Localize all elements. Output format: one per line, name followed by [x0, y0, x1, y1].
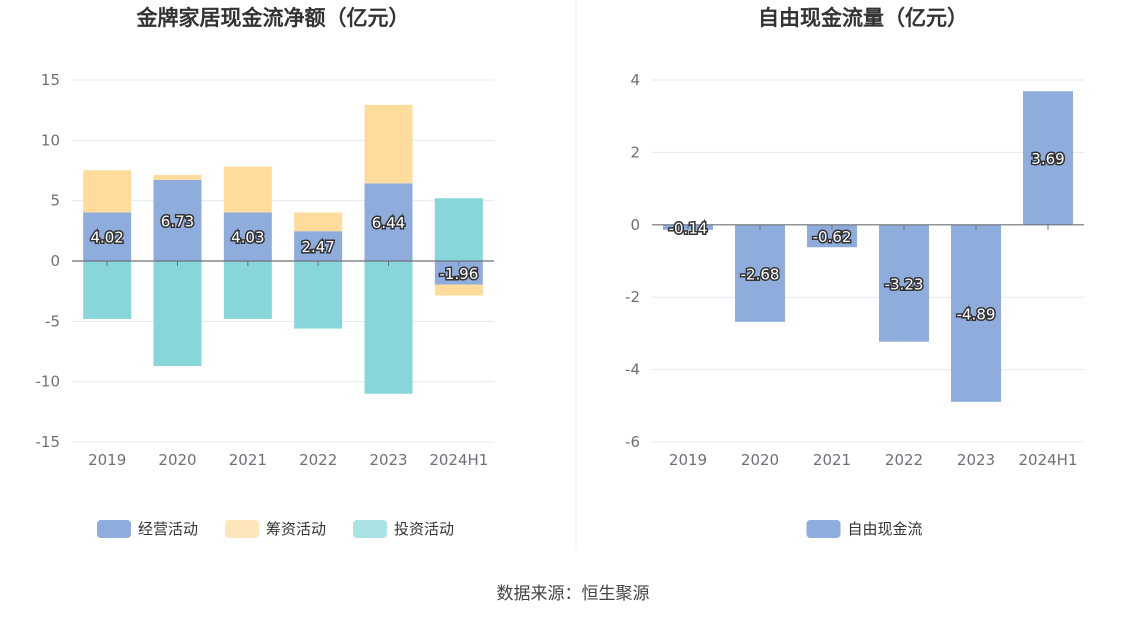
- bar-fcf: [807, 224, 857, 248]
- legend-swatch-fcf: [806, 520, 841, 538]
- x-tick-label: 2021: [813, 451, 851, 469]
- bar-operating: [364, 183, 413, 261]
- x-tick-label: 2023: [957, 451, 995, 469]
- data-label: -3.23: [885, 275, 924, 293]
- y-tick-label: -15: [36, 433, 61, 451]
- y-tick-label: 15: [41, 71, 60, 89]
- bar-financing: [223, 166, 272, 213]
- bar-investing: [434, 198, 483, 261]
- y-tick-label: 0: [50, 252, 60, 270]
- legend-label-fcf: 自由现金流: [848, 520, 923, 538]
- bar-financing: [294, 212, 343, 232]
- data-label: 4.03: [231, 229, 264, 247]
- bar-investing: [294, 261, 343, 329]
- x-tick-label: 2019: [669, 451, 707, 469]
- x-tick-label: 2022: [885, 451, 923, 469]
- cashflow-chart: 金牌家居现金流净额（亿元） 15 10 5 0 -5 -10 -15 2019 2020 2021 2…: [36, 6, 494, 538]
- data-label: -0.14: [669, 219, 708, 237]
- source-note: 数据来源：恒生聚源: [497, 584, 650, 604]
- x-tick-label: 2020: [158, 451, 196, 469]
- bar-financing: [83, 170, 132, 213]
- x-tick-label: 2019: [88, 451, 126, 469]
- y-tick-label: 5: [50, 192, 60, 210]
- legend-swatch-financing: [225, 520, 259, 538]
- x-tick-label: 2024H1: [1019, 451, 1078, 469]
- data-label: 6.73: [161, 212, 194, 230]
- bar-financing: [364, 104, 413, 184]
- data-label: -0.62: [813, 228, 852, 246]
- y-tick-label: 2: [630, 143, 640, 161]
- y-tick-label: -5: [45, 312, 60, 330]
- bar-fcf: [879, 224, 929, 342]
- bar-investing: [83, 261, 132, 319]
- bar-operating: [294, 231, 343, 261]
- bar-investing: [364, 261, 413, 394]
- data-label: 3.69: [1031, 150, 1064, 168]
- x-tick-label: 2024H1: [429, 451, 488, 469]
- data-label: -2.68: [741, 265, 780, 283]
- bar-financing: [434, 284, 483, 296]
- y-tick-label: -4: [625, 361, 640, 379]
- y-tick-label: -6: [625, 433, 640, 451]
- bar-financing: [153, 174, 202, 180]
- data-label: -4.89: [957, 305, 996, 323]
- chart-title: 自由现金流量（亿元）: [758, 6, 968, 30]
- x-tick-label: 2022: [299, 451, 337, 469]
- bar-operating: [223, 212, 272, 261]
- legend-label-investing: 投资活动: [394, 520, 454, 538]
- data-label: 2.47: [301, 238, 334, 256]
- legend-swatch-investing: [353, 520, 387, 538]
- bar-operating: [153, 179, 202, 261]
- bar-operating: [434, 261, 483, 285]
- y-tick-label: 10: [41, 131, 60, 149]
- data-label: 6.44: [372, 214, 405, 232]
- chart-title: 金牌家居现金流净额（亿元）: [136, 6, 410, 30]
- legend-label-operating: 经营活动: [138, 520, 198, 538]
- bar-fcf: [951, 224, 1001, 402]
- legend-label-financing: 筹资活动: [266, 520, 326, 538]
- bar-fcf: [735, 224, 785, 322]
- free-cashflow-chart: 自由现金流量（亿元） 4 2 0 -2 -4 -6 2019 2020 2021 2022 2023 2…: [625, 6, 1084, 538]
- data-label: 4.02: [90, 229, 123, 247]
- bar-investing: [223, 261, 272, 319]
- x-tick-label: 2023: [369, 451, 407, 469]
- legend-swatch-operating: [97, 520, 131, 538]
- bar-investing: [153, 261, 202, 366]
- bar-operating: [83, 212, 132, 261]
- x-tick-label: 2021: [229, 451, 267, 469]
- y-tick-label: 4: [630, 71, 640, 89]
- y-tick-label: 0: [630, 216, 640, 234]
- bar-fcf: [1023, 91, 1073, 225]
- x-tick-label: 2020: [741, 451, 779, 469]
- data-label: -1.96: [439, 265, 478, 283]
- y-tick-label: -2: [625, 288, 640, 306]
- y-tick-label: -10: [36, 373, 61, 391]
